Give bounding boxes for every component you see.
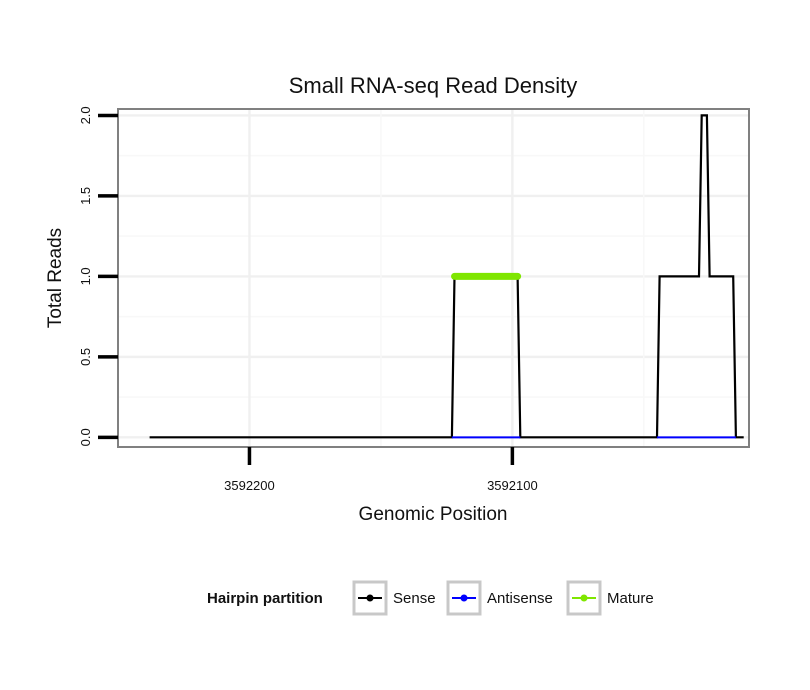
y-tick-label-4: 2.0: [78, 106, 93, 124]
y-tick-label-3: 1.5: [78, 187, 93, 205]
legend-label-antisense: Antisense: [487, 590, 553, 607]
legend: Hairpin partition Sense Antisense Mature: [207, 580, 654, 616]
legend-key-point-mature: [580, 594, 588, 602]
grid: [117, 109, 749, 447]
y-tick-label-2: 1.0: [78, 267, 93, 285]
legend-key-sense: [352, 580, 388, 616]
chart-title: Small RNA-seq Read Density: [289, 73, 578, 98]
legend-key-antisense: [446, 580, 482, 616]
y-axis: 0.0 0.5 1.0 1.5 2.0: [78, 106, 118, 446]
legend-title: Hairpin partition: [207, 590, 323, 607]
x-tick-label-0: 3592200: [224, 478, 275, 493]
legend-key-mature: [566, 580, 602, 616]
y-tick-label-0: 0.0: [78, 428, 93, 446]
legend-key-point-sense: [366, 594, 374, 602]
y-tick-label-1: 0.5: [78, 348, 93, 366]
x-axis-title: Genomic Position: [359, 504, 508, 525]
plot-series: [149, 114, 744, 439]
legend-label-mature: Mature: [607, 590, 654, 607]
legend-label-sense: Sense: [393, 590, 436, 607]
x-axis: 3592200 3592100: [224, 447, 538, 493]
y-axis-title: Total Reads: [45, 228, 66, 328]
plot-panel-border: [117, 108, 750, 448]
x-tick-label-1: 3592100: [487, 478, 538, 493]
legend-key-point-antisense: [460, 594, 468, 602]
